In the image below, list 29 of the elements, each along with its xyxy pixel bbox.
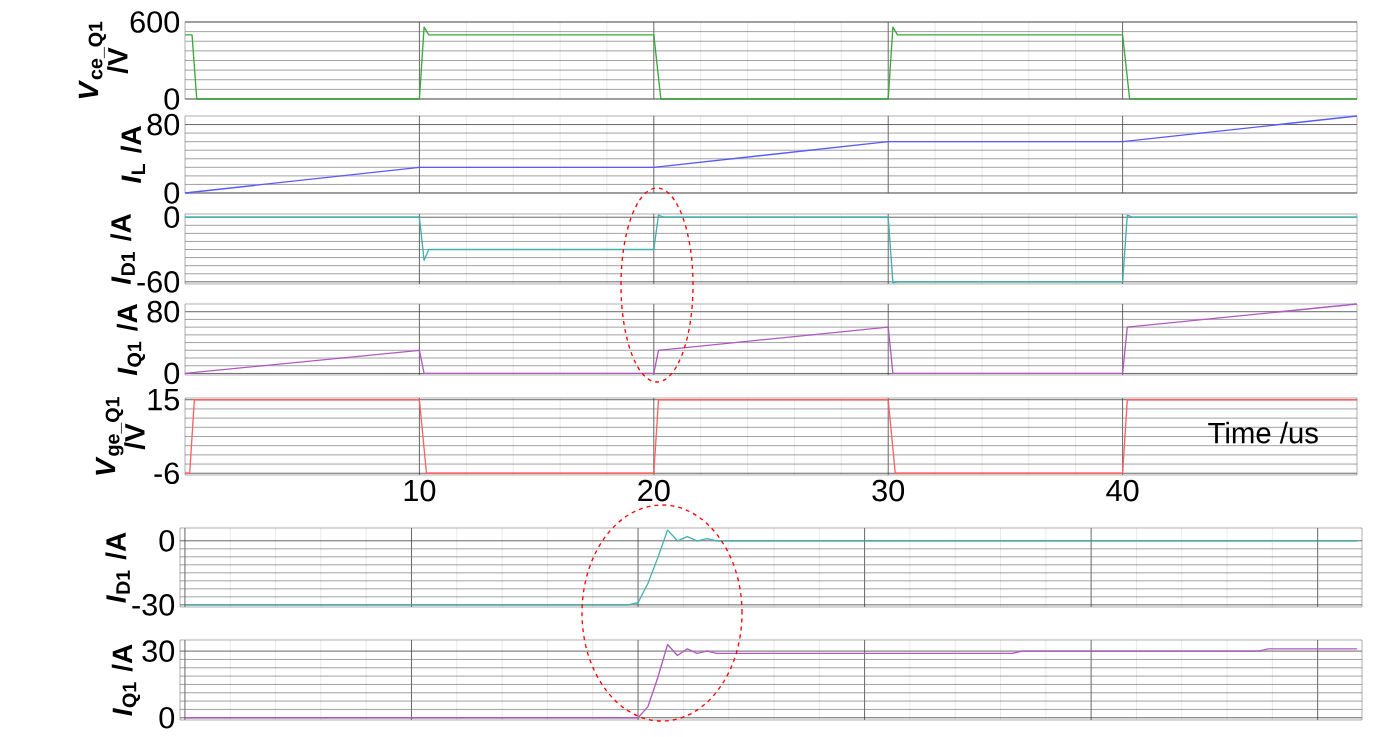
- y-tick-label: 15: [148, 389, 180, 411]
- y-tick-label: 0: [164, 362, 180, 385]
- y-axis-title: I$_{Q1}$ /A: [116, 304, 146, 376]
- y-tick-label: 80: [147, 113, 180, 136]
- line-series: [184, 115, 1358, 194]
- y-axis-title: I$_{D1}$ /A: [105, 532, 130, 603]
- y-tick-label: 0: [164, 182, 180, 204]
- y-axis-title: V$_{ce_Q1}$ /V: [78, 21, 128, 99]
- y-tick-label: -6: [154, 462, 179, 485]
- y-tick-label: -60: [137, 270, 180, 293]
- x-tick-label: 40: [1106, 479, 1139, 502]
- line-series: [184, 214, 1358, 284]
- y-axis-title: I$_{Q1}$ /A: [111, 644, 141, 716]
- line-series: [184, 303, 1358, 375]
- y-tick-label: 30: [142, 640, 175, 662]
- x-tick-label: 20: [638, 479, 670, 502]
- y-tick-label: 0: [159, 706, 175, 729]
- y-axis-title: I$_{L}$ /A: [120, 126, 146, 184]
- y-axis-title: V$_{ge_Q1}$ /V: [95, 397, 146, 475]
- y-tick-label: -30: [132, 594, 175, 616]
- x-tick-label: 10: [404, 479, 436, 502]
- y-tick-label: 600: [130, 11, 180, 33]
- y-tick-label: 80: [147, 300, 180, 323]
- x-tick-label: 30: [872, 479, 905, 502]
- y-tick-label: 0: [159, 529, 175, 552]
- y-tick-label: 0: [164, 206, 180, 229]
- y-tick-label: 0: [164, 88, 180, 110]
- x-axis-title: Time /us: [1208, 421, 1318, 444]
- y-axis-title: I$_{D1}$ /A: [110, 214, 135, 285]
